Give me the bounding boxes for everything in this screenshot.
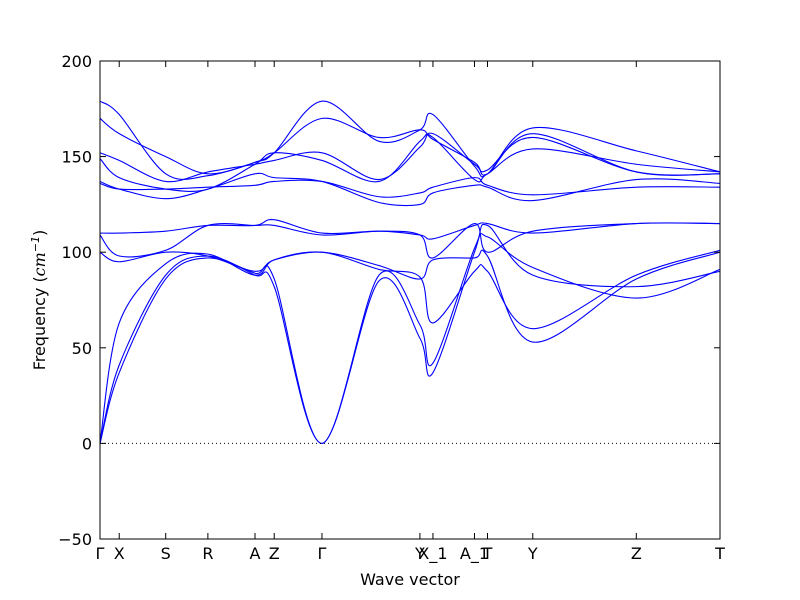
- x-tick-label: Y: [527, 544, 538, 563]
- y-axis-label: Frequency (cm−1): [29, 230, 50, 371]
- x-tick-label: X: [114, 544, 125, 563]
- y-axis-ticks: −50 0 50 100 150 200: [58, 52, 720, 549]
- x-tick-label: X_1: [418, 544, 447, 564]
- x-axis-label: Wave vector: [360, 570, 460, 589]
- band-9: [100, 133, 720, 192]
- band-11: [100, 117, 720, 176]
- x-tick-label: T: [714, 544, 725, 563]
- y-tick-label: 100: [61, 243, 92, 262]
- band-3: [100, 249, 720, 444]
- plot-frame: [99, 60, 721, 540]
- x-tick-label: Γ: [96, 544, 105, 563]
- band-6: [100, 218, 720, 240]
- band-lines: [100, 100, 720, 444]
- x-tick-label: Y: [414, 544, 425, 563]
- y-tick-label: 200: [61, 52, 92, 71]
- band-2: [100, 233, 720, 444]
- band-1: [100, 223, 720, 444]
- band-7: [100, 172, 720, 207]
- x-tick-label: Γ: [317, 544, 326, 563]
- band-10: [100, 132, 720, 183]
- x-tick-label: R: [202, 544, 213, 563]
- y-tick-label: 150: [61, 148, 92, 167]
- high-symmetry-ticks: [99, 61, 721, 539]
- band-8: [100, 177, 720, 198]
- y-tick-label: 0: [82, 434, 92, 453]
- band-12: [100, 100, 720, 180]
- x-tick-label: Z: [269, 544, 280, 563]
- y-tick-label: 50: [72, 339, 92, 358]
- x-tick-label: Z: [631, 544, 642, 563]
- x-tick-label: T: [482, 544, 493, 563]
- x-tick-label: A: [250, 544, 261, 563]
- x-tick-label: S: [161, 544, 171, 563]
- band-4: [100, 249, 720, 343]
- y-tick-label: −50: [58, 530, 92, 549]
- x-axis-ticks: Γ X S R A Z Γ YX_1 A_1T Y Z T: [96, 544, 726, 564]
- x-tick-label: A_1: [460, 544, 489, 564]
